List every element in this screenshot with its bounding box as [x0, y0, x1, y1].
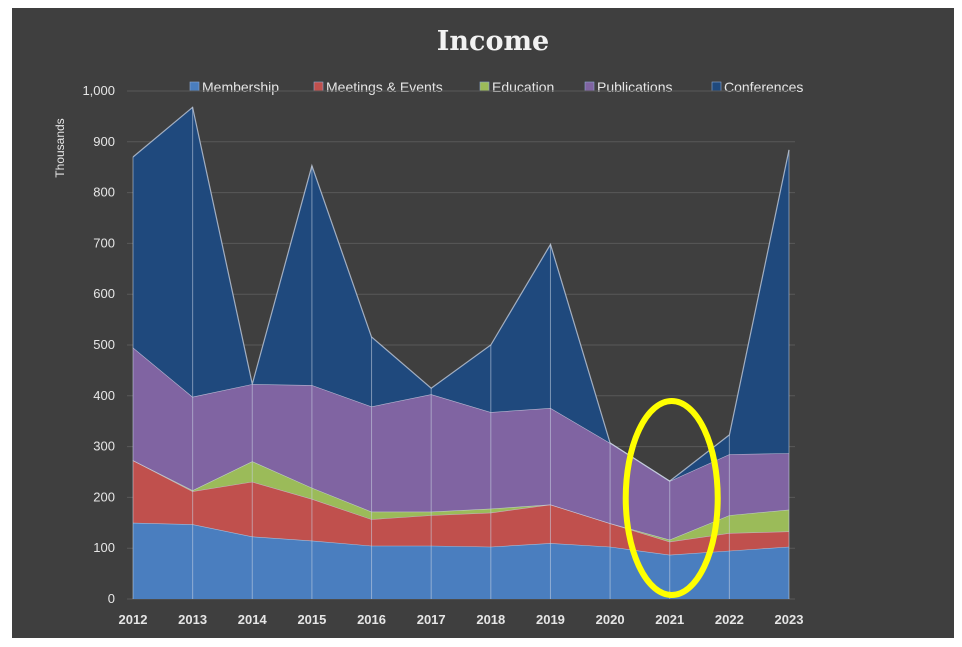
income-chart: Income Thousands Membership Meetings & Ev… [53, 26, 804, 627]
legend-swatch-membership [189, 81, 200, 92]
x-tick-label: 2023 [775, 612, 804, 627]
x-tick-label: 2022 [715, 612, 744, 627]
area-meetings-events [133, 460, 789, 555]
x-tick-label: 2012 [119, 612, 148, 627]
area-education [133, 460, 789, 542]
area-conferences [133, 107, 789, 482]
legend: Membership Meetings & Events Education Publ… [189, 79, 803, 95]
y-axis-label: Thousands [53, 118, 67, 177]
x-tick-label: 2020 [596, 612, 625, 627]
legend-label-membership: Membership [202, 79, 279, 95]
y-axis-ticks: 0 100 200 300 400 500 600 700 800 900 1,000 [82, 83, 115, 606]
x-axis-ticks: 2012 2013 2014 2015 2016 2017 2018 2019 2020 2021… [119, 612, 804, 627]
y-tick-label: 600 [93, 286, 115, 301]
area-series [132, 106, 790, 599]
y-tick-label: 200 [93, 489, 115, 504]
x-tick-label: 2021 [655, 612, 684, 627]
legend-label-publications: Publications [597, 79, 673, 95]
x-tick-label: 2019 [536, 612, 565, 627]
y-tick-label: 0 [108, 591, 115, 606]
annotations [622, 398, 721, 598]
x-tick-label: 2014 [238, 612, 268, 627]
y-tick-label: 500 [93, 337, 115, 352]
legend-swatch-publications [584, 81, 595, 92]
legend-label-meetings-events: Meetings & Events [326, 79, 443, 95]
y-tick-label: 300 [93, 439, 115, 454]
legend-swatch-education [479, 81, 490, 92]
x-tick-label: 2015 [297, 612, 326, 627]
legend-label-education: Education [492, 79, 554, 95]
x-tick-label: 2013 [178, 612, 207, 627]
y-tick-label: 800 [93, 185, 115, 200]
y-tick-label: 400 [93, 388, 115, 403]
x-tick-label: 2016 [357, 612, 386, 627]
y-tick-label: 1,000 [82, 83, 115, 98]
legend-swatch-conferences [711, 81, 722, 92]
highlight-ellipse [622, 398, 721, 598]
chart-frame: Income Thousands Membership Meetings & Ev… [12, 8, 954, 638]
y-tick-label: 700 [93, 235, 115, 250]
x-tick-label: 2017 [417, 612, 446, 627]
area-edge-conferences [132, 106, 790, 482]
y-tick-label: 100 [93, 540, 115, 555]
x-tick-label: 2018 [476, 612, 505, 627]
y-tick-label: 900 [93, 134, 115, 149]
legend-swatch-meetings-events [313, 81, 324, 92]
area-membership [133, 522, 789, 599]
legend-label-conferences: Conferences [724, 79, 803, 95]
chart-title: Income [437, 26, 549, 57]
